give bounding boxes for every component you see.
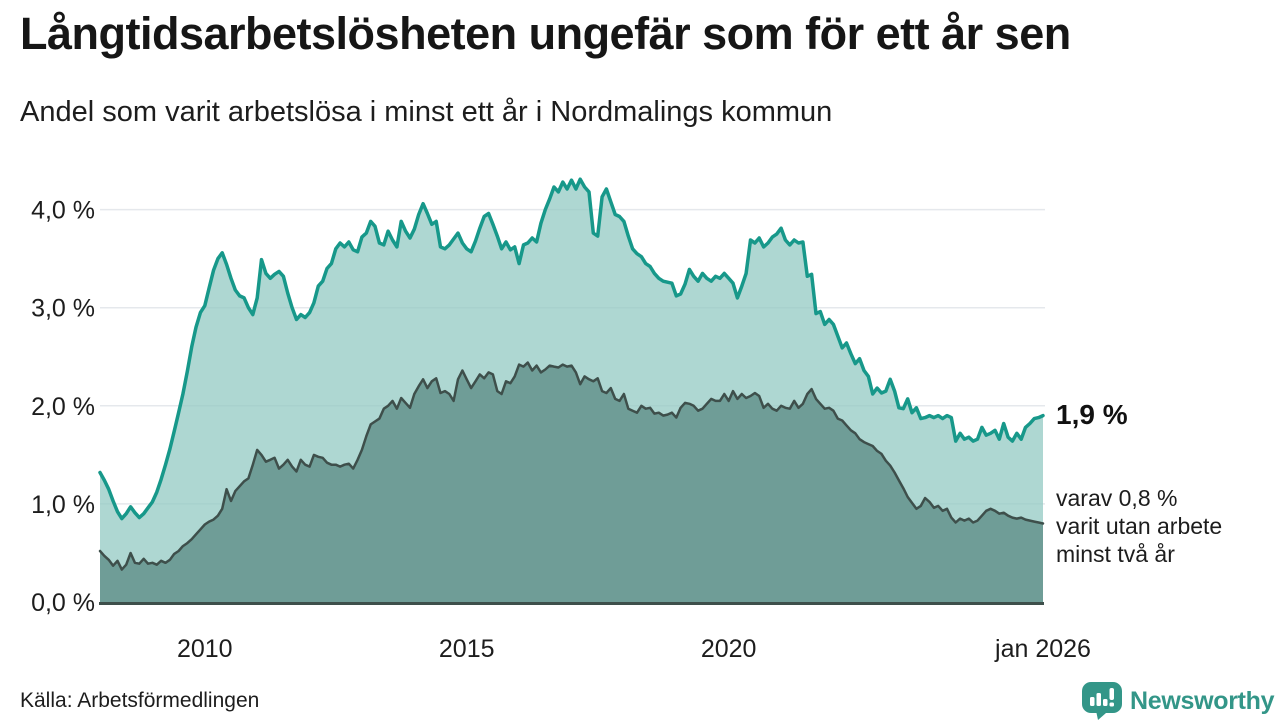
y-tick-label: 4,0 % (31, 197, 95, 225)
newsworthy-logo[interactable]: Newsworthy (1082, 682, 1275, 720)
y-tick-label: 1,0 % (31, 491, 95, 519)
y-tick-label: 2,0 % (31, 393, 95, 421)
line-min-one-year (98, 177, 1045, 521)
latest-value-label: 1,9 % (1056, 399, 1128, 430)
x-tick-label: jan 2026 (994, 635, 1091, 663)
newsworthy-bars-icon (1082, 682, 1122, 720)
two-year-note: varav 0,8 % varit utan arbete minst två … (1056, 484, 1222, 568)
newsworthy-wordmark: Newsworthy (1130, 686, 1275, 715)
chart-subtitle: Andel som varit arbetslösa i minst ett å… (20, 96, 833, 128)
x-tick-label: 2010 (177, 635, 233, 663)
two-year-note-line: varit utan arbete (1056, 513, 1223, 539)
x-tick-label: 2015 (439, 635, 495, 663)
area-fill-min-two-years (100, 362, 1043, 602)
line-min-two-years (98, 361, 1045, 571)
two-year-note-line: varav 0,8 % (1056, 485, 1178, 511)
x-tick-label: 2020 (701, 635, 757, 663)
page-title: Långtidsarbetslösheten ungefär som för e… (20, 8, 1071, 59)
source-label: Källa: Arbetsförmedlingen (20, 689, 260, 712)
y-tick-label: 0,0 % (31, 589, 95, 617)
two-year-note-line: minst två år (1056, 541, 1175, 567)
y-tick-label: 3,0 % (31, 295, 95, 323)
